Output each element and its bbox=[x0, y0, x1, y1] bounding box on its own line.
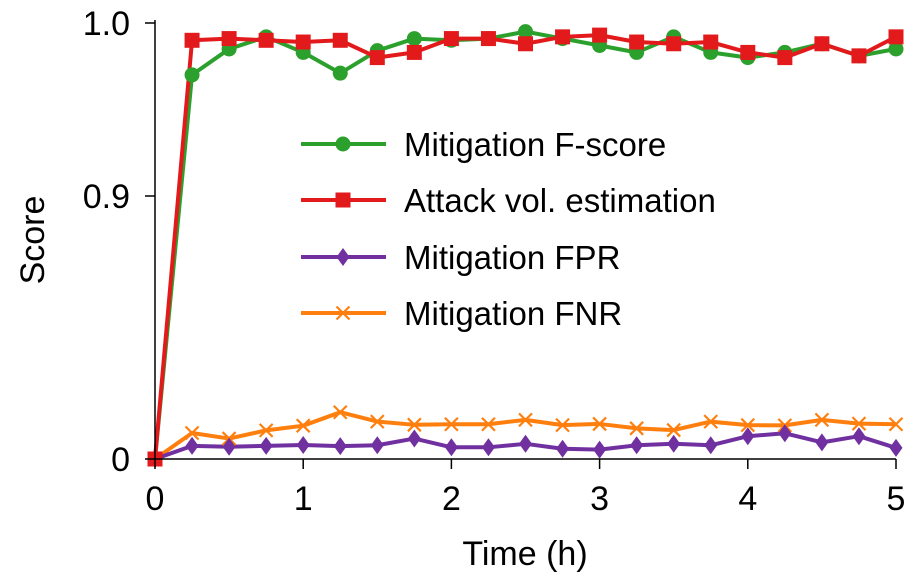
data-point-mitigation-fnr bbox=[888, 416, 904, 432]
data-point-mitigation-fnr bbox=[444, 416, 459, 432]
data-point-mitigation-fnr bbox=[407, 417, 422, 433]
data-point-mitigation-fpr bbox=[778, 424, 792, 443]
data-point-attack-vol-estimation bbox=[406, 44, 422, 60]
x-tick-label: 3 bbox=[590, 480, 609, 518]
data-point-attack-vol-estimation bbox=[592, 27, 608, 43]
legend-marker-mitigation-fnr bbox=[335, 305, 351, 321]
data-point-attack-vol-estimation bbox=[777, 50, 793, 66]
data-point-mitigation-fpr bbox=[852, 427, 866, 446]
data-point-mitigation-f-score bbox=[518, 24, 533, 40]
data-point-mitigation-fnr bbox=[592, 416, 607, 432]
x-tick-label: 5 bbox=[887, 480, 906, 518]
data-point-mitigation-fnr bbox=[666, 422, 681, 438]
axis-ticks: 0 1 2 3 4 5 0 0.9 1.0 bbox=[83, 5, 906, 518]
data-point-mitigation-fpr bbox=[556, 439, 570, 458]
legend-marker-mitigation-fpr bbox=[336, 248, 350, 266]
data-point-mitigation-f-score bbox=[184, 67, 200, 83]
legend-marker-attack-vol-estimation bbox=[335, 192, 351, 208]
data-point-mitigation-fpr bbox=[630, 436, 644, 455]
legend-label-attack-vol-estimation: Attack vol. estimation bbox=[404, 182, 716, 219]
data-point-mitigation-fpr bbox=[222, 437, 236, 456]
data-point-attack-vol-estimation bbox=[814, 36, 830, 52]
data-point-mitigation-fnr bbox=[740, 417, 756, 433]
data-point-mitigation-fpr bbox=[296, 435, 310, 454]
data-point-attack-vol-estimation bbox=[295, 34, 311, 50]
data-point-mitigation-fpr bbox=[444, 438, 458, 457]
data-point-attack-vol-estimation bbox=[443, 31, 459, 47]
data-point-attack-vol-estimation bbox=[480, 31, 496, 47]
data-point-mitigation-fnr bbox=[851, 416, 867, 431]
data-point-mitigation-fnr bbox=[555, 417, 570, 433]
data-point-mitigation-fpr bbox=[481, 438, 495, 457]
legend: Mitigation F-score Attack vol. estimation… bbox=[301, 126, 716, 332]
data-point-mitigation-fpr bbox=[185, 436, 199, 455]
data-point-mitigation-fpr bbox=[407, 429, 421, 448]
legend-marker-mitigation-f-score bbox=[335, 136, 351, 152]
series-markers bbox=[147, 24, 904, 468]
y-tick-label: 1.0 bbox=[83, 5, 130, 43]
data-point-mitigation-fpr bbox=[593, 440, 607, 459]
data-point-attack-vol-estimation bbox=[629, 34, 645, 50]
data-point-attack-vol-estimation bbox=[555, 29, 571, 45]
x-tick-label: 2 bbox=[442, 480, 461, 518]
data-point-attack-vol-estimation bbox=[851, 48, 867, 64]
data-point-attack-vol-estimation bbox=[332, 32, 348, 48]
data-point-attack-vol-estimation bbox=[666, 36, 682, 52]
data-point-mitigation-fpr bbox=[704, 436, 718, 455]
data-point-mitigation-fnr bbox=[629, 421, 644, 436]
data-point-attack-vol-estimation bbox=[184, 32, 200, 48]
data-point-mitigation-fpr bbox=[259, 436, 273, 455]
legend-label-mitigation-f-score: Mitigation F-score bbox=[404, 126, 666, 163]
legend-label-mitigation-fpr: Mitigation FPR bbox=[404, 239, 620, 276]
data-point-attack-vol-estimation bbox=[740, 44, 756, 60]
data-point-attack-vol-estimation bbox=[518, 36, 533, 52]
data-point-mitigation-fnr bbox=[184, 425, 200, 441]
data-point-attack-vol-estimation bbox=[258, 32, 274, 48]
data-point-mitigation-fpr bbox=[815, 433, 829, 452]
data-point-mitigation-f-score bbox=[888, 41, 904, 57]
y-tick-label: 0.9 bbox=[83, 178, 130, 216]
axes bbox=[154, 20, 896, 460]
data-point-mitigation-fpr bbox=[741, 427, 755, 446]
data-point-mitigation-fnr bbox=[332, 404, 348, 420]
data-point-mitigation-f-score bbox=[406, 31, 422, 47]
legend-label-mitigation-fnr: Mitigation FNR bbox=[404, 295, 622, 332]
data-point-mitigation-f-score bbox=[332, 65, 348, 81]
data-point-mitigation-fpr bbox=[333, 437, 347, 456]
x-tick-label: 0 bbox=[146, 480, 165, 518]
y-tick-label: 0 bbox=[111, 441, 130, 479]
x-tick-label: 4 bbox=[738, 480, 757, 518]
data-point-attack-vol-estimation bbox=[888, 29, 904, 45]
data-point-mitigation-fnr bbox=[518, 412, 533, 428]
data-point-mitigation-fnr bbox=[258, 423, 274, 438]
data-point-attack-vol-estimation bbox=[369, 50, 385, 66]
data-point-mitigation-fnr bbox=[295, 418, 311, 433]
y-axis-label: Score bbox=[14, 196, 52, 285]
data-point-mitigation-fnr bbox=[370, 414, 385, 429]
data-point-attack-vol-estimation bbox=[703, 34, 719, 50]
data-point-mitigation-fpr bbox=[667, 434, 681, 453]
data-point-mitigation-fnr bbox=[814, 412, 830, 428]
data-point-mitigation-fnr bbox=[481, 416, 496, 432]
data-point-mitigation-fpr bbox=[889, 438, 903, 457]
x-tick-label: 1 bbox=[294, 480, 313, 518]
data-point-attack-vol-estimation bbox=[221, 31, 237, 47]
x-axis-label: Time (h) bbox=[462, 535, 587, 573]
data-point-mitigation-fpr bbox=[519, 434, 532, 453]
data-point-mitigation-fnr bbox=[703, 414, 719, 429]
data-point-mitigation-fpr bbox=[370, 436, 384, 455]
